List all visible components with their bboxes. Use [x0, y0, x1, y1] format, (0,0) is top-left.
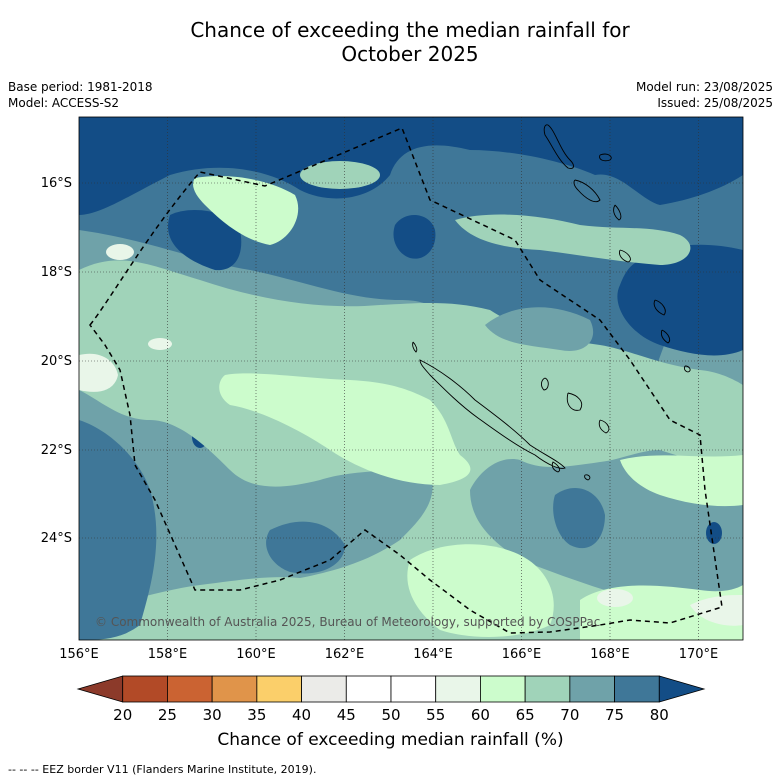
field-80-spot-f: [706, 522, 722, 544]
coastlines: [412, 124, 691, 481]
isle-of-pines-coast: [551, 461, 561, 473]
longitude-labels: 156°E 158°E 160°E 162°E 164°E 166°E 168°…: [59, 647, 718, 662]
colorbar-tick-label: 30: [203, 706, 222, 724]
field-75-80-west: [79, 420, 157, 640]
field-65-70-north-strip: [300, 161, 380, 189]
lon-label-168e: 168°E: [590, 647, 630, 662]
field-70-75-patch: [485, 307, 594, 351]
issued-date: Issued: 25/08/2025: [657, 96, 773, 110]
colorbar-segment: [658, 675, 706, 703]
model-name: Model: ACCESS-S2: [8, 96, 120, 110]
colorbar-tick-label: 70: [560, 706, 579, 724]
colorbar-segment: [256, 675, 302, 703]
new-caledonia-coast: [419, 359, 566, 469]
lon-label-160e: 160°E: [236, 647, 276, 662]
field-75-80-southeast: [553, 487, 605, 549]
colorbar-segment: [122, 675, 168, 703]
field-60-65-south: [407, 544, 554, 637]
colorbar-tick-label: 35: [247, 706, 266, 724]
colorbar: 20 25 30 35 40 45 50 55 60 65 70 75 80: [76, 675, 706, 724]
field-55-60-spot: [148, 338, 172, 350]
colorbar-segment: [569, 675, 615, 703]
field-80-spot-b: [168, 210, 242, 271]
copyright-notice: © Commonwealth of Australia 2025, Bureau…: [95, 615, 600, 629]
model-run: Model run: 23/08/2025: [635, 80, 773, 94]
colorbar-segment: [211, 675, 258, 703]
meta-left: Base period: 1981-2018 Model: ACCESS-S2: [8, 79, 153, 111]
colorbar-segment: [524, 675, 571, 703]
chart-title: Chance of exceeding the median rainfall …: [0, 18, 781, 66]
colorbar-tick-label: 65: [516, 706, 535, 724]
field-65-70-northeast: [455, 214, 691, 265]
lat-label-18s: 18°S: [41, 265, 72, 280]
title-line-1: Chance of exceeding the median rainfall …: [190, 18, 630, 42]
field-55-60-spot-c: [597, 589, 633, 607]
rainfall-map: [79, 117, 743, 640]
colorbar-segment: [614, 675, 660, 703]
colorbar-segment: [76, 675, 124, 703]
colorbar-tick-label: 80: [650, 706, 669, 724]
lon-label-162e: 162°E: [325, 647, 365, 662]
field-60-65-main: [219, 373, 471, 485]
colorbar-tick-label: 45: [337, 706, 356, 724]
colorbar-tick-label: 75: [605, 706, 624, 724]
field-80-north: [79, 117, 743, 215]
colorbar-tick-label: 25: [158, 706, 177, 724]
field-80-east: [617, 244, 743, 356]
colorbar-segment: [480, 675, 526, 703]
loyalty-islands-coast: [541, 377, 610, 434]
field-75-80-south: [266, 521, 345, 574]
colorbar-tick-label: 55: [426, 706, 445, 724]
field-55-60-southeast: [690, 595, 743, 626]
colorbar-tick-label: 20: [113, 706, 132, 724]
field-55-60-spot-b: [106, 244, 134, 260]
colorbar-tick-label: 60: [471, 706, 490, 724]
small-island-coast: [412, 341, 691, 481]
lon-label-170e: 170°E: [679, 647, 719, 662]
colorbar-title: Chance of exceeding median rainfall (%): [217, 730, 564, 750]
field-60-65-north: [193, 175, 299, 245]
lon-label-166e: 166°E: [502, 647, 542, 662]
lat-label-22s: 22°S: [41, 443, 72, 458]
lat-label-20s: 20°S: [41, 354, 72, 369]
eez-legend-note: -- -- -- EEZ border V11 (Flanders Marine…: [8, 763, 317, 776]
field-60-65-east: [620, 455, 743, 507]
eez-border: [89, 127, 723, 634]
graticule: [79, 117, 743, 640]
base-period: Base period: 1981-2018: [8, 80, 153, 94]
map-frame: [78, 116, 744, 641]
lat-label-16s: 16°S: [41, 176, 72, 191]
colorbar-segment: [301, 675, 347, 703]
colorbar-tick-label: 50: [381, 706, 400, 724]
colorbar-segment: [345, 675, 392, 703]
colorbar-tick-label: 40: [292, 706, 311, 724]
meta-right: Model run: 23/08/2025 Issued: 25/08/2025: [636, 79, 773, 111]
colorbar-segment: [390, 675, 437, 703]
lat-label-24s: 24°S: [41, 531, 72, 546]
field-80-spot-a: [393, 214, 436, 259]
colorbar-segment: [435, 675, 481, 703]
lon-label-158e: 158°E: [148, 647, 188, 662]
field-55-60-west: [79, 353, 118, 392]
colorbar-segment: [167, 675, 213, 703]
lon-label-164e: 164°E: [413, 647, 453, 662]
vanuatu-coast: [543, 124, 671, 344]
latitude-labels: 16°S 18°S 20°S 22°S 24°S: [41, 176, 72, 546]
lon-label-156e: 156°E: [59, 647, 99, 662]
title-line-2: October 2025: [341, 42, 479, 66]
